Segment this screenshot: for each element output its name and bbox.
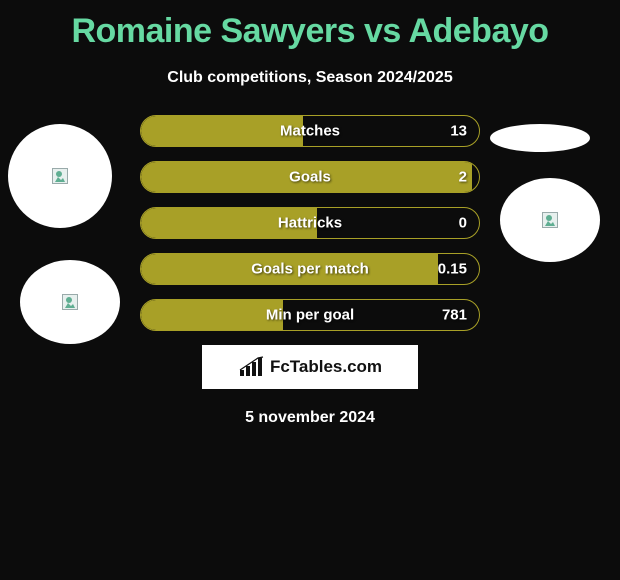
player-right-avatar-1	[490, 124, 590, 152]
stat-pill: Matches 13	[140, 115, 480, 147]
stat-fill	[141, 300, 283, 330]
stat-label: Hattricks	[278, 215, 342, 232]
stat-pill: Goals per match 0.15	[140, 253, 480, 285]
brand-text: FcTables.com	[270, 357, 382, 377]
stat-value-right: 781	[442, 307, 467, 324]
stat-label: Matches	[280, 123, 340, 140]
stat-pill: Hattricks 0	[140, 207, 480, 239]
subtitle: Club competitions, Season 2024/2025	[0, 69, 620, 87]
brand-box: FcTables.com	[202, 345, 418, 389]
stat-pill: Goals 2	[140, 161, 480, 193]
image-placeholder-icon	[62, 294, 78, 310]
image-placeholder-icon	[542, 212, 558, 228]
bars-icon	[238, 356, 264, 378]
stats-list: Matches 13 Goals 2 Hattricks 0 Goals per match…	[140, 115, 480, 331]
image-placeholder-icon	[52, 168, 68, 184]
player-right-avatar-2	[500, 178, 600, 262]
stat-label: Goals	[289, 169, 331, 186]
stat-value-right: 0.15	[438, 261, 467, 278]
stat-label: Goals per match	[251, 261, 369, 278]
stat-pill: Min per goal 781	[140, 299, 480, 331]
stat-value-right: 13	[450, 123, 467, 140]
stat-fill	[141, 116, 303, 146]
stat-label: Min per goal	[266, 307, 354, 324]
player-left-avatar-1	[8, 124, 112, 228]
stat-value-right: 2	[459, 169, 467, 186]
page-title: Romaine Sawyers vs Adebayo	[0, 0, 620, 51]
player-left-avatar-2	[20, 260, 120, 344]
date-text: 5 november 2024	[0, 409, 620, 427]
stat-value-right: 0	[459, 215, 467, 232]
